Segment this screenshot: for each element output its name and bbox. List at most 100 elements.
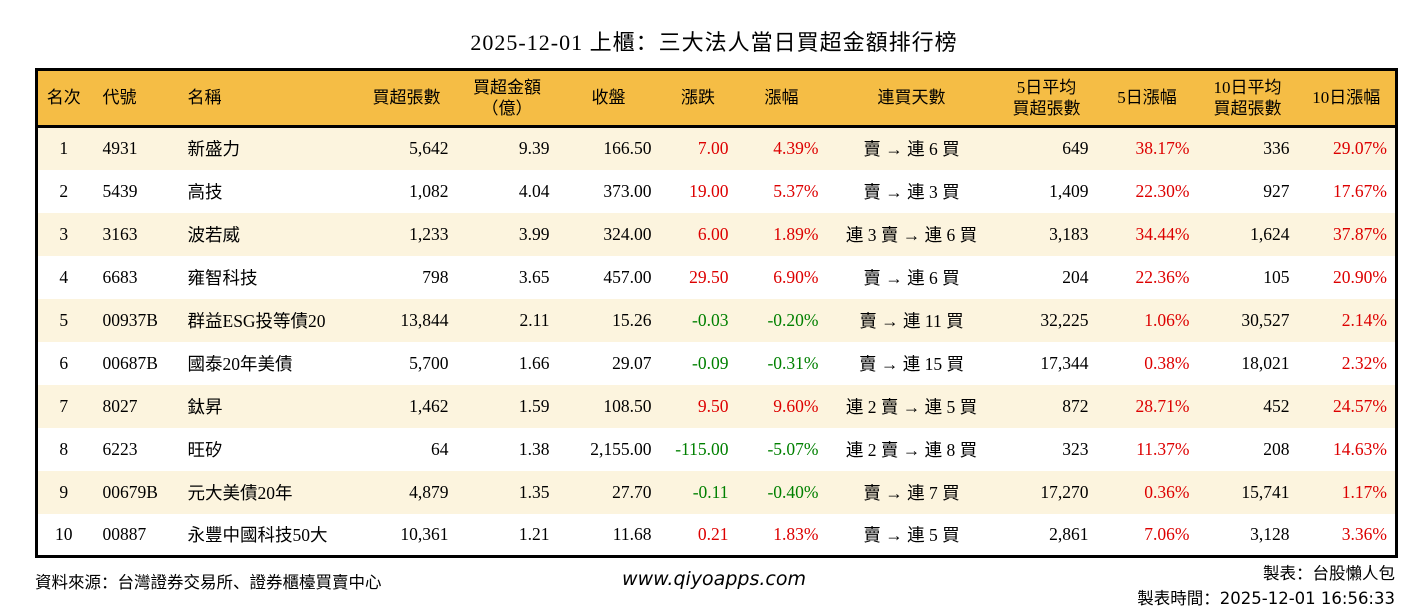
table-cell: 永豐中國科技50大 (187, 524, 328, 545)
table-cell: 108.50 (603, 395, 652, 416)
table-row: 3 3163 波若威 1,233 3.99 324.00 6.00 1.89% 連 3 賣 → … (36, 212, 1397, 256)
table-row: 1 4931 新盛力 5,642 9.39 166.50 7.00 4.39% 賣 → 連 6 … (36, 126, 1397, 170)
col-header-name: 名稱 (169, 69, 357, 128)
table-cell: 19.00 (689, 180, 729, 201)
table-cell: 4.39% (773, 138, 819, 159)
table-cell: 元大美債20年 (187, 482, 293, 503)
table-row: 4 6683 雍智科技 798 3.65 457.00 29.50 6.90% 賣 → 連 6 … (37, 256, 1397, 299)
col-header-code: 代號 (89, 69, 170, 128)
table-cell: 2,861 (1049, 523, 1089, 544)
table-cell: 13,844 (400, 309, 449, 330)
table-cell: 32,225 (1040, 309, 1089, 330)
table-cell: 9.50 (697, 395, 729, 416)
table-cell: 7.00 (697, 138, 729, 159)
table-cell: 國泰20年美債 (187, 353, 293, 374)
table-cell: 9.39 (518, 138, 550, 159)
table-cell: 4,879 (409, 481, 449, 502)
table-cell: 00679B (102, 481, 158, 502)
table-cell: 14.63% (1333, 438, 1387, 459)
table-cell: 29.50 (689, 266, 729, 287)
table-cell: 2.32% (1341, 352, 1387, 373)
table-cell: 2.14% (1341, 309, 1387, 330)
table-cell: 324.00 (603, 223, 652, 244)
table-cell: 6.00 (697, 223, 729, 244)
table-cell: -0.03 (692, 309, 729, 330)
table-cell: 8027 (102, 395, 138, 416)
table-cell: 323 (1062, 438, 1089, 459)
col-header-net-buy-amount: 買超金額 （億） (456, 69, 558, 128)
col-header-change: 漲跌 (659, 69, 737, 128)
table-cell: 0.21 (697, 523, 729, 544)
col-header-10d-change-pct: 10日漲幅 (1297, 69, 1397, 128)
table-cell: 1.38 (518, 438, 550, 459)
table-cell: 17,344 (1040, 352, 1089, 373)
table-cell: 賣 → 連 3 買 (863, 181, 960, 202)
col-header-rank: 名次 (36, 69, 90, 128)
table-cell: 鈦昇 (187, 396, 223, 417)
table-cell: 38.17% (1135, 138, 1190, 159)
table-cell: 1.21 (518, 523, 550, 544)
col-header-avg5-volume: 5日平均 買超張數 (996, 69, 1097, 128)
table-cell: 00887 (102, 523, 147, 544)
table-cell: 8 (59, 438, 69, 459)
table-cell: 22.36% (1135, 266, 1190, 287)
table-cell: 5 (59, 309, 69, 330)
table-cell: 6 (59, 352, 69, 373)
col-header-5d-change-pct: 5日漲幅 (1096, 69, 1198, 128)
ranking-table: 名次 代號 名稱 買超張數 買超金額 （億） 收盤 漲跌 漲幅 連買天數 5日平… (35, 68, 1398, 558)
table-row: 6 00687B 國泰20年美債 5,700 1.66 29.07 -0.09 -0.31% 賣… (37, 342, 1397, 385)
table-cell: -115.00 (675, 438, 729, 459)
table-cell: 17,270 (1040, 481, 1089, 502)
table-cell: 457.00 (603, 266, 652, 287)
table-cell: 28.71% (1135, 395, 1190, 416)
table-cell: 798 (422, 266, 449, 287)
table-cell: 3,183 (1049, 223, 1089, 244)
table-cell: 336 (1263, 138, 1290, 159)
table-cell: 賣 → 連 6 買 (863, 267, 960, 288)
table-cell: 22.30% (1135, 180, 1190, 201)
table-cell: 連 2 賣 → 連 5 買 (845, 396, 978, 417)
table-cell: 11.68 (612, 523, 652, 544)
table-cell: 1.06% (1144, 309, 1190, 330)
table-cell: 1 (59, 138, 69, 159)
table-cell: 4.04 (518, 180, 550, 201)
data-source-note: 資料來源：台灣證券交易所、證券櫃檯買賣中心 (35, 573, 382, 592)
table-cell: 927 (1263, 180, 1290, 201)
table-cell: 1.83% (773, 523, 819, 544)
table-cell: -0.31% (767, 352, 819, 373)
table-cell: 1,409 (1049, 180, 1089, 201)
table-cell: 賣 → 連 5 買 (863, 524, 960, 545)
table-cell: 賣 → 連 11 買 (859, 310, 964, 331)
table-cell: 11.37% (1136, 438, 1190, 459)
table-cell: 872 (1062, 395, 1089, 416)
table-cell: 連 2 賣 → 連 8 買 (845, 439, 978, 460)
table-header: 名次 代號 名稱 買超張數 買超金額 （億） 收盤 漲跌 漲幅 連買天數 5日平… (36, 69, 1397, 128)
table-cell: 18,021 (1241, 352, 1290, 373)
table-cell: 1.59 (518, 395, 550, 416)
table-cell: 群益ESG投等債20 (187, 310, 326, 331)
table-row: 10 00887 永豐中國科技50大 10,361 1.21 11.68 0.21 1.83%… (37, 514, 1397, 557)
table-cell: 166.50 (603, 138, 652, 159)
table-cell: 3,128 (1250, 523, 1290, 544)
table-cell: 1,082 (409, 180, 449, 201)
col-header-change-pct: 漲幅 (736, 69, 827, 128)
table-row: 2 5439 高技 1,082 4.04 373.00 19.00 5.37% 賣 → 連 3 … (37, 170, 1397, 213)
table-row: 7 8027 鈦昇 1,462 1.59 108.50 9.50 9.60% 連 2 賣 → 連… (36, 384, 1397, 428)
table-cell: 00937B (102, 309, 158, 330)
table-cell: 2 (59, 180, 69, 201)
col-header-net-buy-volume: 買超張數 (356, 69, 457, 128)
table-cell: 7 (59, 395, 69, 416)
table-cell: 1.35 (518, 481, 550, 502)
table-cell: 5,642 (409, 138, 449, 159)
table-cell: 2,155.00 (590, 438, 652, 459)
table-row: 9 00679B 元大美債20年 4,879 1.35 27.70 -0.11 -0.40% 賣… (36, 470, 1397, 514)
table-cell: 208 (1263, 438, 1290, 459)
col-header-buy-streak: 連買天數 (826, 69, 997, 128)
table-cell: 5,700 (409, 352, 449, 373)
table-cell: 15.26 (612, 309, 652, 330)
table-cell: 5439 (102, 180, 138, 201)
maker-credit: 製表：台股懶人包 (1263, 564, 1395, 583)
table-cell: 新盛力 (187, 139, 241, 160)
table-cell: 0.36% (1144, 481, 1190, 502)
table-cell: 5.37% (773, 180, 819, 201)
